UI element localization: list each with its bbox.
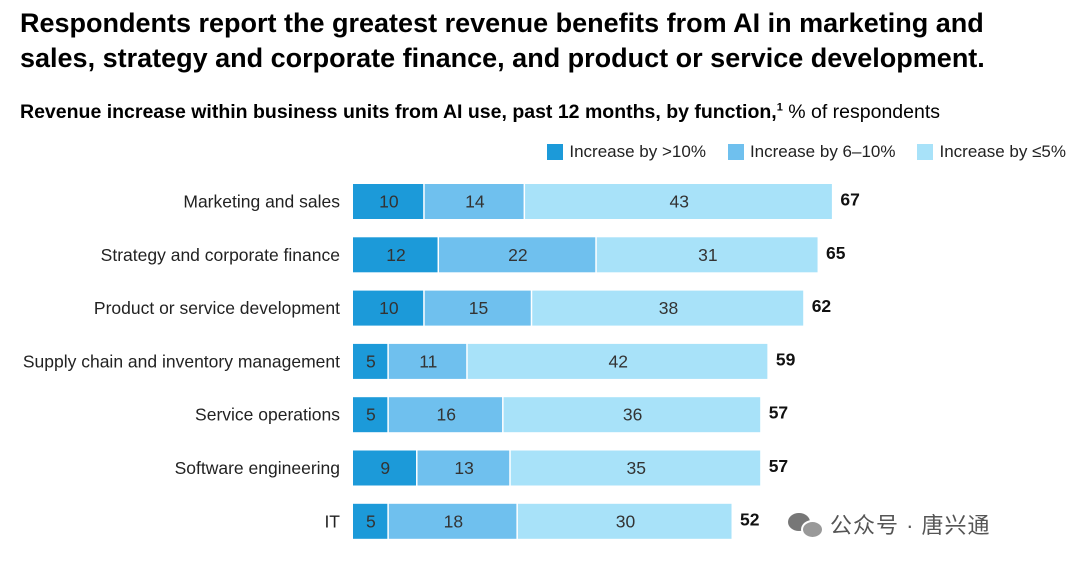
data-label-6-10: 15	[469, 298, 488, 318]
bar-segment-le5	[503, 397, 761, 433]
data-label-6-10: 16	[436, 405, 455, 425]
bar-segment-6-10	[424, 290, 531, 326]
wechat-icon	[788, 511, 824, 539]
data-label-6-10: 18	[444, 511, 463, 531]
data-label-gt10: 5	[366, 405, 376, 425]
category-label: Strategy and corporate finance	[101, 245, 340, 265]
data-label-gt10: 10	[379, 192, 399, 212]
legend-label-le5: Increase by ≤5%	[939, 142, 1066, 161]
data-label-gt10: 12	[386, 245, 405, 265]
data-label-gt10: 10	[379, 298, 399, 318]
bar-segment-6-10	[388, 343, 467, 379]
legend-label-gt10: Increase by >10%	[569, 142, 706, 161]
bar-segment-le5	[596, 237, 818, 273]
data-label-le5: 30	[616, 511, 636, 531]
data-label-gt10: 9	[380, 458, 390, 478]
data-label-6-10: 11	[419, 351, 437, 371]
total-label: 57	[769, 456, 788, 476]
legend-label-6-10: Increase by 6–10%	[749, 142, 896, 161]
total-label: 67	[840, 190, 859, 210]
data-label-le5: 36	[623, 405, 642, 425]
total-label: 57	[769, 403, 788, 423]
legend-item-le5: Increase by ≤5%	[917, 142, 1066, 162]
legend: Increase by >10% Increase by 6–10% Incre…	[547, 142, 1066, 162]
watermark-text: 公众号 · 唐兴通	[830, 513, 991, 538]
legend-item-gt10: Increase by >10%	[547, 142, 706, 162]
bar-segment-6-10	[424, 184, 524, 219]
category-label: Service operations	[195, 405, 340, 425]
total-label: 59	[776, 349, 796, 369]
data-label-6-10: 13	[454, 458, 473, 478]
data-label-gt10: 5	[366, 351, 376, 371]
chart-subtitle: Revenue increase within business units f…	[20, 101, 940, 124]
watermark: 公众号 · 唐兴通	[788, 508, 991, 540]
category-label: Product or service development	[94, 298, 340, 318]
bar-segment-gt10	[353, 343, 388, 379]
chart-unit: % of respondents	[782, 101, 940, 123]
category-label: Marketing and sales	[183, 192, 340, 212]
bar-segment-gt10	[353, 290, 424, 326]
total-label: 65	[826, 243, 846, 263]
bar-segment-gt10	[353, 237, 438, 273]
data-label-gt10: 5	[366, 511, 376, 531]
chart-title: Revenue increase within business units f…	[20, 101, 777, 123]
footnote-marker: 1	[776, 101, 783, 114]
total-label: 52	[740, 509, 760, 529]
category-label: IT	[324, 511, 340, 531]
bar-segment-le5	[532, 290, 804, 326]
legend-swatch-gt10	[547, 144, 564, 160]
bar-segment-le5	[510, 450, 761, 486]
category-label: Software engineering	[175, 458, 340, 478]
legend-swatch-6-10	[727, 144, 744, 160]
data-label-6-10: 14	[465, 192, 485, 212]
bar-segment-6-10	[388, 503, 517, 539]
legend-item-6-10: Increase by 6–10%	[727, 142, 896, 162]
total-label: 62	[812, 296, 832, 316]
bar-segment-gt10	[353, 397, 388, 433]
bar-segment-le5	[525, 184, 832, 219]
data-label-le5: 31	[698, 245, 717, 265]
bar-segment-6-10	[388, 397, 503, 433]
bar-segment-gt10	[353, 184, 424, 219]
legend-swatch-le5	[917, 144, 934, 160]
bar-segment-le5	[517, 503, 732, 539]
data-label-6-10: 22	[508, 245, 527, 265]
bar-segment-6-10	[439, 237, 596, 273]
data-label-le5: 38	[659, 298, 678, 318]
data-label-le5: 42	[609, 351, 628, 371]
bar-segment-gt10	[353, 503, 388, 539]
category-label: Supply chain and inventory management	[23, 351, 340, 371]
data-label-le5: 35	[626, 458, 645, 478]
headline: Respondents report the greatest revenue …	[20, 8, 985, 73]
bar-segment-gt10	[353, 450, 417, 486]
data-label-le5: 43	[670, 192, 689, 212]
bar-segment-6-10	[417, 450, 510, 486]
bar-segment-le5	[467, 343, 768, 379]
